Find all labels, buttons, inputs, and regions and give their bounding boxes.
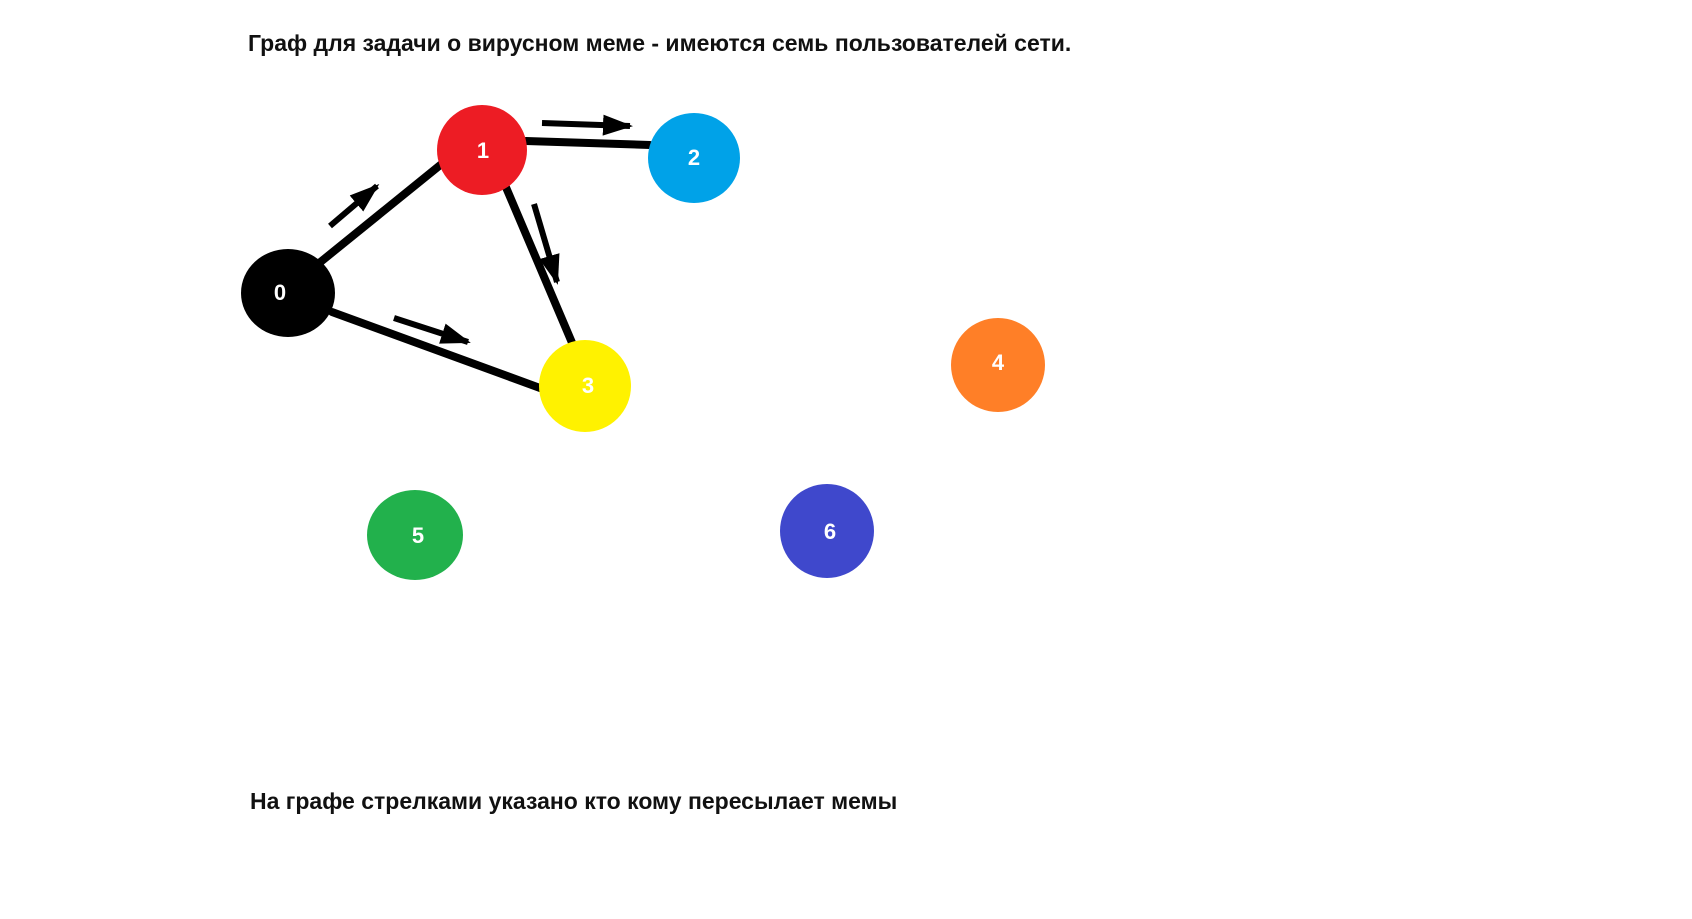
node-1: 1 <box>437 105 527 195</box>
node-3: 3 <box>539 340 631 432</box>
edge-0-1 <box>318 162 444 264</box>
edge-0-3 <box>332 312 540 388</box>
node-4: 4 <box>951 318 1045 412</box>
node-3-label: 3 <box>582 373 594 398</box>
edge-1-2 <box>526 141 650 145</box>
arrow-1-2 <box>542 123 630 126</box>
node-0-circle <box>241 249 335 337</box>
diagram-caption: На графе стрелками указано кто кому пере… <box>250 788 897 815</box>
node-2-label: 2 <box>688 145 700 170</box>
node-5-label: 5 <box>412 523 424 548</box>
node-0: 0 <box>241 249 335 337</box>
edge-1-3 <box>505 185 573 345</box>
node-2: 2 <box>648 113 740 203</box>
node-0-label: 0 <box>274 280 286 305</box>
node-1-label: 1 <box>477 138 489 163</box>
node-4-label: 4 <box>992 350 1005 375</box>
node-6-label: 6 <box>824 519 836 544</box>
node-5: 5 <box>367 490 463 580</box>
node-6: 6 <box>780 484 874 578</box>
